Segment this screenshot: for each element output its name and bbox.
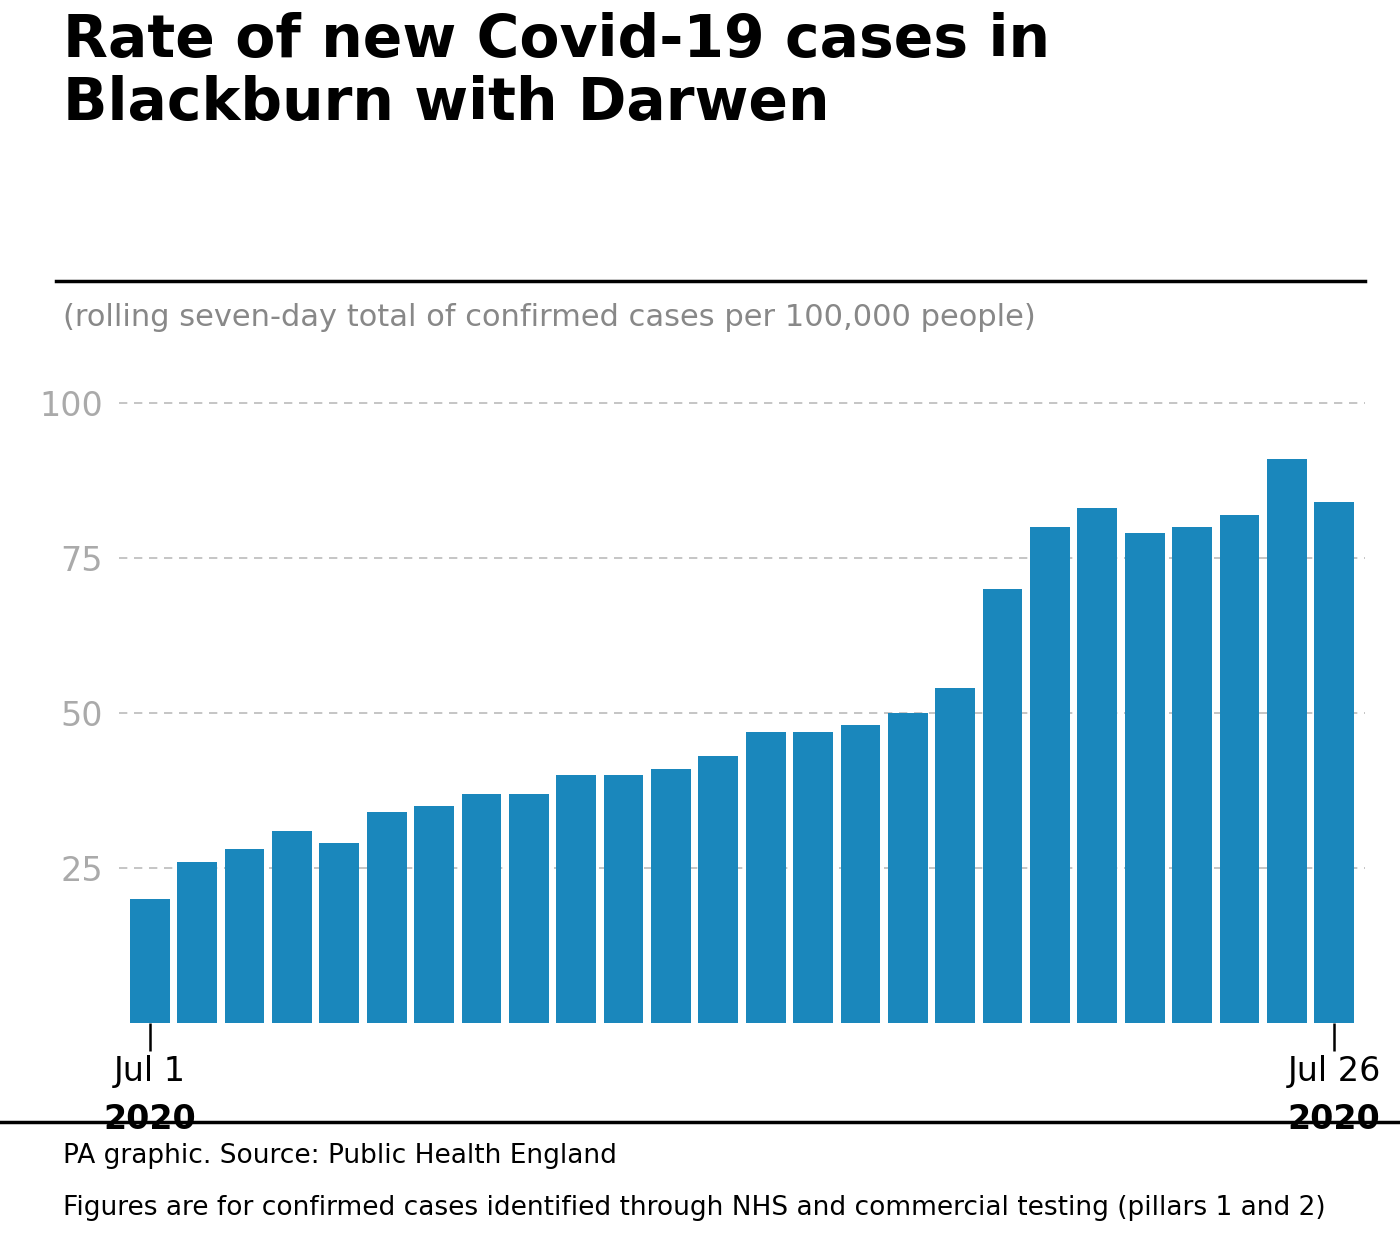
Bar <box>1219 515 1260 1023</box>
Bar <box>840 725 881 1023</box>
Bar <box>1030 527 1070 1023</box>
Text: Jul 26: Jul 26 <box>1288 1055 1380 1087</box>
Bar <box>888 713 928 1023</box>
Bar <box>794 732 833 1023</box>
Bar <box>178 862 217 1023</box>
Text: (rolling seven-day total of confirmed cases per 100,000 people): (rolling seven-day total of confirmed ca… <box>63 303 1036 332</box>
Bar <box>603 775 644 1023</box>
Bar <box>272 831 312 1023</box>
Text: 2020: 2020 <box>104 1104 196 1136</box>
Bar <box>319 843 360 1023</box>
Bar <box>556 775 596 1023</box>
Bar <box>1267 459 1306 1023</box>
Bar <box>1172 527 1212 1023</box>
Text: Jul 1: Jul 1 <box>113 1055 186 1087</box>
Bar <box>224 849 265 1023</box>
Bar <box>367 812 406 1023</box>
Bar <box>699 756 738 1023</box>
Bar <box>983 589 1022 1023</box>
Bar <box>462 794 501 1023</box>
Bar <box>935 688 974 1023</box>
Bar <box>746 732 785 1023</box>
Text: 2020: 2020 <box>1288 1104 1380 1136</box>
Bar <box>651 769 690 1023</box>
Bar <box>130 899 169 1023</box>
Text: Rate of new Covid-19 cases in
Blackburn with Darwen: Rate of new Covid-19 cases in Blackburn … <box>63 11 1050 133</box>
Bar <box>1124 533 1165 1023</box>
Text: PA graphic. Source: Public Health England: PA graphic. Source: Public Health Englan… <box>63 1143 617 1169</box>
Bar <box>1078 508 1117 1023</box>
Bar <box>1315 502 1354 1023</box>
Bar <box>414 806 454 1023</box>
Text: Figures are for confirmed cases identified through NHS and commercial testing (p: Figures are for confirmed cases identifi… <box>63 1195 1326 1221</box>
Bar <box>510 794 549 1023</box>
